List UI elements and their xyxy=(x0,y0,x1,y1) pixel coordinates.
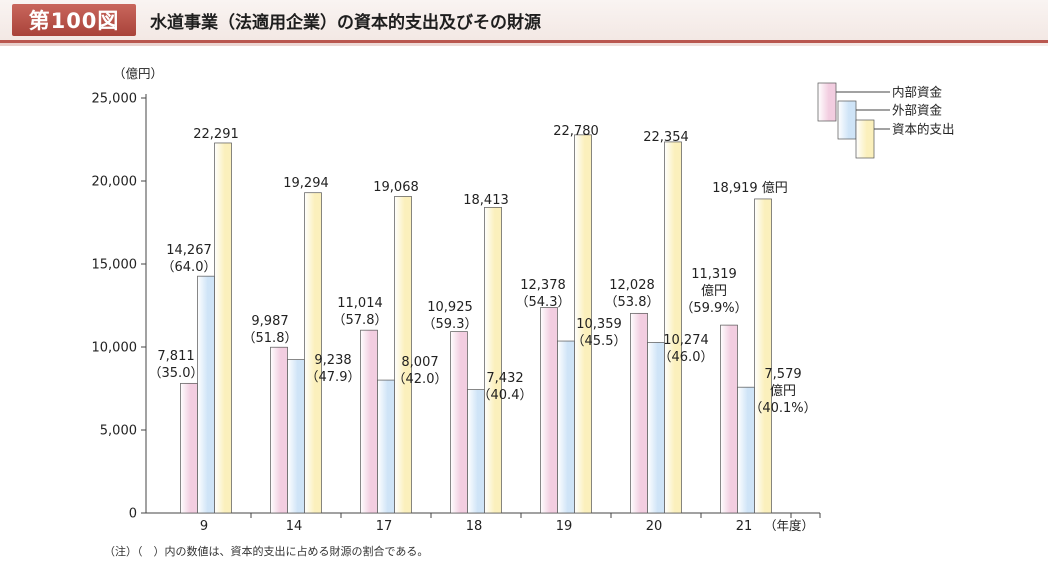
data-label-internal-funds: （54.3） xyxy=(516,295,571,310)
bar-capital-expenditure xyxy=(214,142,232,514)
data-label-internal-funds: 11,319 xyxy=(691,267,737,282)
data-label-external-funds: （47.9） xyxy=(306,370,361,385)
x-tick-label: 14 xyxy=(286,519,303,534)
data-label-internal-funds: （59.9%） xyxy=(680,301,747,316)
y-axis-unit: （億円） xyxy=(113,66,163,81)
figure-title: 水道事業（法適用企業）の資本的支出及びその財源 xyxy=(150,13,541,33)
bar-external-funds xyxy=(467,389,485,514)
legend-swatch-external-funds xyxy=(837,100,857,140)
x-tick-label: 9 xyxy=(200,519,208,534)
x-tick-label: 17 xyxy=(376,519,393,534)
data-label-internal-funds: 10,925 xyxy=(427,300,473,315)
x-tick-label: 21 xyxy=(736,519,753,534)
y-tick-label: 15,000 xyxy=(92,258,138,273)
data-label-internal-funds: 12,028 xyxy=(609,278,655,293)
bar-external-funds xyxy=(557,340,575,514)
data-label-external-funds: 億円 xyxy=(770,383,796,399)
data-label-capital-expenditure: 22,291 xyxy=(193,127,239,142)
data-label-internal-funds: 12,378 xyxy=(520,278,566,293)
data-label-external-funds: 9,238 xyxy=(314,353,351,368)
data-label-internal-funds: 9,987 xyxy=(251,314,288,329)
data-label-internal-funds: 11,014 xyxy=(337,296,383,311)
data-label-capital-expenditure: 18,413 xyxy=(463,193,509,208)
data-label-capital-expenditure: 22,354 xyxy=(643,130,689,145)
data-label-external-funds: （64.0） xyxy=(162,260,217,275)
data-label-external-funds: （46.0） xyxy=(659,350,714,365)
x-tick-label: 18 xyxy=(466,519,483,534)
data-label-external-funds: （40.4） xyxy=(478,388,533,403)
data-label-internal-funds: （53.8） xyxy=(605,295,660,310)
bar-internal-funds xyxy=(630,312,648,514)
bar-capital-expenditure xyxy=(394,196,412,514)
bar-internal-funds xyxy=(450,331,468,514)
data-label-capital-expenditure: 22,780 xyxy=(553,124,599,139)
data-label-internal-funds: （35.0） xyxy=(149,366,204,381)
bar-capital-expenditure xyxy=(754,198,772,514)
footnote: （注）（ ）内の数値は、資本的支出に占める財源の割合である。 xyxy=(104,545,429,558)
bar-capital-expenditure xyxy=(574,134,592,514)
bar-internal-funds xyxy=(360,329,378,514)
data-label-internal-funds: （51.8） xyxy=(243,331,298,346)
legend-swatch-capital-expenditure xyxy=(855,119,875,159)
y-tick-label: 0 xyxy=(129,507,137,522)
bar-external-funds xyxy=(287,359,305,514)
figure-number-badge: 第100図 xyxy=(12,4,136,36)
data-label-external-funds: 10,359 xyxy=(576,317,622,332)
data-label-external-funds: 7,432 xyxy=(486,371,523,386)
legend-swatch-internal-funds xyxy=(817,82,837,122)
y-tick-label: 10,000 xyxy=(92,341,138,356)
bar-internal-funds xyxy=(180,382,198,514)
legend-label-internal-funds: 内部資金 xyxy=(892,85,943,100)
bar-external-funds xyxy=(647,342,665,514)
data-label-internal-funds: （59.3） xyxy=(423,317,478,332)
bar-capital-expenditure xyxy=(484,206,502,514)
data-label-external-funds: 7,579 xyxy=(764,367,801,382)
y-tick-label: 5,000 xyxy=(100,424,137,439)
bar-capital-expenditure xyxy=(304,192,322,514)
bar-capital-expenditure xyxy=(664,141,682,514)
x-tick-label: 20 xyxy=(646,519,663,534)
header-shadow xyxy=(0,43,1048,46)
bar-external-funds xyxy=(377,379,395,514)
legend-label-capital-expenditure: 資本的支出 xyxy=(892,122,955,137)
x-axis-unit: （年度） xyxy=(764,518,814,533)
bar-internal-funds xyxy=(270,346,288,514)
legend-label-external-funds: 外部資金 xyxy=(892,103,943,118)
data-label-internal-funds: 7,811 xyxy=(157,349,194,364)
x-tick-label: 19 xyxy=(556,519,573,534)
data-label-external-funds: 14,267 xyxy=(166,243,212,258)
data-label-external-funds: （40.1%） xyxy=(749,401,816,416)
y-tick-label: 20,000 xyxy=(92,175,138,190)
data-label-external-funds: （45.5） xyxy=(572,334,627,349)
data-label-internal-funds: 億円 xyxy=(701,283,727,299)
data-label-external-funds: 8,007 xyxy=(401,355,438,370)
y-tick-label: 25,000 xyxy=(92,92,138,107)
data-label-capital-expenditure: 19,294 xyxy=(283,176,329,191)
data-label-external-funds: 10,274 xyxy=(663,333,709,348)
data-label-capital-expenditure: 19,068 xyxy=(373,180,419,195)
bar-internal-funds xyxy=(720,324,738,514)
data-label-internal-funds: （57.8） xyxy=(333,313,388,328)
data-label-capital-expenditure: 18,919 億円 xyxy=(712,180,788,196)
figure-header xyxy=(0,0,1048,43)
bar-internal-funds xyxy=(540,307,558,514)
data-label-external-funds: （42.0） xyxy=(393,372,448,387)
bar-external-funds xyxy=(197,275,215,514)
